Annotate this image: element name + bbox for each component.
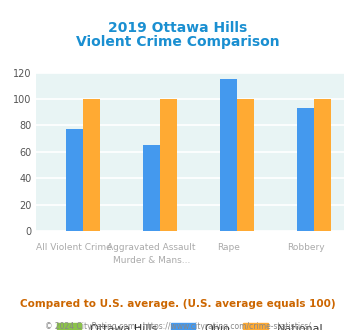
Text: Violent Crime Comparison: Violent Crime Comparison [76, 35, 279, 49]
Text: Rape: Rape [217, 243, 240, 251]
Text: All Violent Crime: All Violent Crime [36, 243, 112, 251]
Bar [314, 99, 331, 231]
Text: © 2024 CityRating.com - https://www.cityrating.com/crime-statistics/: © 2024 CityRating.com - https://www.city… [45, 322, 310, 330]
Bar [66, 129, 83, 231]
Bar [160, 99, 177, 231]
Text: 2019 Ottawa Hills: 2019 Ottawa Hills [108, 21, 247, 35]
Bar [297, 108, 314, 231]
Bar [143, 145, 160, 231]
Text: Compared to U.S. average. (U.S. average equals 100): Compared to U.S. average. (U.S. average … [20, 299, 335, 309]
Bar [237, 99, 254, 231]
Bar [220, 79, 237, 231]
Bar [83, 99, 100, 231]
Legend: Ottawa Hills, Ohio, National: Ottawa Hills, Ohio, National [52, 319, 328, 330]
Text: Aggravated Assault: Aggravated Assault [107, 243, 196, 251]
Text: Murder & Mans...: Murder & Mans... [113, 256, 190, 265]
Text: Robbery: Robbery [287, 243, 324, 251]
